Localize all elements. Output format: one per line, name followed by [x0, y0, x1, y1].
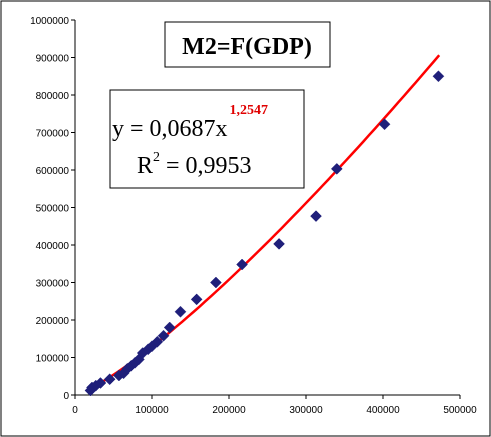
- y-tick-label: 0: [63, 391, 69, 402]
- data-point: [432, 70, 445, 83]
- x-axis: 0 100000 200000 300000 400000 500000: [72, 395, 477, 416]
- y-tick-label: 600000: [36, 166, 70, 177]
- data-point: [174, 305, 187, 318]
- y-tick-label: 900000: [36, 54, 70, 65]
- chart-title: M2=F(GDP): [182, 34, 312, 60]
- data-point: [330, 163, 343, 175]
- data-point: [190, 293, 203, 306]
- x-tick-label: 400000: [366, 405, 400, 416]
- x-tick-label: 500000: [443, 405, 477, 416]
- data-point: [273, 238, 285, 250]
- x-tick-label: 100000: [135, 405, 169, 416]
- y-tick-label: 500000: [36, 204, 70, 215]
- x-tick-label: 0: [72, 405, 78, 416]
- y-tick-label: 1000000: [30, 16, 69, 27]
- r2-text: R2 = 0,9953: [137, 150, 252, 179]
- r2-value: = 0,9953: [160, 153, 252, 179]
- data-point: [94, 377, 107, 389]
- y-tick-label: 700000: [36, 129, 70, 140]
- y-tick-label: 400000: [36, 241, 70, 252]
- data-point: [157, 329, 170, 342]
- y-tick-label: 200000: [36, 316, 70, 327]
- equation-box: [109, 89, 305, 189]
- data-point: [151, 335, 164, 348]
- r2-superscript: 2: [153, 150, 160, 165]
- equation-main: y = 0,0687x: [112, 116, 228, 142]
- data-series: [84, 70, 445, 397]
- y-tick-label: 800000: [36, 91, 70, 102]
- data-point: [103, 373, 116, 386]
- y-tick-label: 300000: [36, 279, 70, 290]
- data-point: [378, 118, 391, 131]
- r2-label: R: [137, 153, 153, 179]
- x-tick-label: 300000: [289, 405, 323, 416]
- data-point: [236, 258, 248, 271]
- y-axis: 0 100000 200000 300000 400000 500000 600000 700…: [30, 16, 75, 402]
- equation-exponent: 1,2547: [230, 103, 269, 118]
- data-point: [310, 210, 322, 222]
- equation-text: y = 0,0687x1,2547: [112, 103, 268, 142]
- title-box: [164, 21, 331, 68]
- data-point: [210, 276, 222, 289]
- data-point: [163, 321, 176, 334]
- x-tick-label: 200000: [212, 405, 246, 416]
- y-tick-label: 100000: [36, 354, 70, 365]
